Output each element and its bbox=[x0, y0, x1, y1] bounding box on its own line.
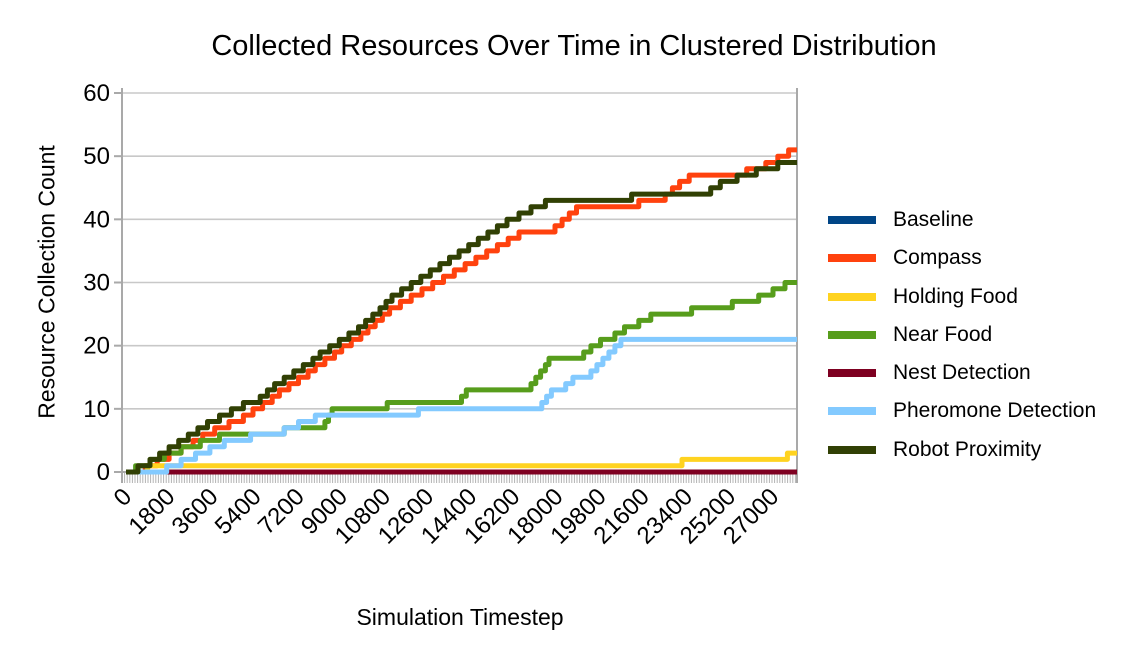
legend-item-robot-proximity: Robot Proximity bbox=[828, 437, 1096, 461]
legend-label: Holding Food bbox=[893, 284, 1018, 308]
x-tick-label-0: 0 bbox=[109, 483, 138, 512]
series-line-robot-proximity bbox=[126, 160, 797, 475]
y-tick-label-0: 0 bbox=[97, 459, 110, 486]
legend-label: Baseline bbox=[893, 208, 974, 231]
legend-swatch-holding-food bbox=[828, 292, 876, 301]
x-tick-label-3600: 3600 bbox=[167, 483, 224, 540]
legend-swatch-pheromone-detection bbox=[828, 407, 876, 416]
chart-title: Collected Resources Over Time in Cluster… bbox=[211, 30, 937, 62]
legend-swatch-compass bbox=[828, 254, 876, 263]
x-axis-title: Simulation Timestep bbox=[356, 604, 564, 630]
series-line-near-food bbox=[126, 280, 797, 475]
legend-swatch-baseline bbox=[828, 216, 876, 224]
legend-swatch-robot-proximity bbox=[828, 445, 876, 454]
series-line-pheromone-detection bbox=[126, 336, 797, 475]
legend-swatch-nest-detection bbox=[828, 369, 876, 378]
legend-swatch-near-food bbox=[828, 330, 876, 339]
y-tick-label-20: 20 bbox=[83, 333, 110, 360]
legend-label: Compass bbox=[893, 246, 982, 270]
legend-label: Nest Detection bbox=[893, 361, 1031, 385]
series-line-compass bbox=[126, 147, 797, 475]
x-tick-label-1800: 1800 bbox=[124, 483, 181, 540]
x-tick-label-7200: 7200 bbox=[253, 483, 310, 540]
legend-item-holding-food: Holding Food bbox=[828, 284, 1096, 308]
y-tick-label-10: 10 bbox=[83, 396, 110, 423]
legend-item-pheromone-detection: Pheromone Detection bbox=[828, 399, 1097, 423]
legend: Baseline Compass Holding Food Near Food … bbox=[828, 208, 1097, 461]
legend-item-compass: Compass bbox=[828, 246, 1096, 270]
legend-label: Pheromone Detection bbox=[893, 399, 1097, 423]
legend-label: Robot Proximity bbox=[893, 437, 1042, 461]
legend-item-baseline: Baseline bbox=[828, 208, 1096, 231]
y-tick-label-60: 60 bbox=[83, 80, 110, 107]
series-line-holding-food bbox=[126, 450, 797, 475]
legend-item-near-food: Near Food bbox=[828, 322, 1096, 346]
legend-item-nest-detection: Nest Detection bbox=[828, 361, 1096, 385]
legend-label: Near Food bbox=[893, 322, 993, 346]
y-tick-label-50: 50 bbox=[83, 143, 110, 170]
x-tick-label-5400: 5400 bbox=[210, 483, 267, 540]
y-tick-label-30: 30 bbox=[83, 270, 110, 297]
y-tick-label-40: 40 bbox=[83, 206, 110, 233]
